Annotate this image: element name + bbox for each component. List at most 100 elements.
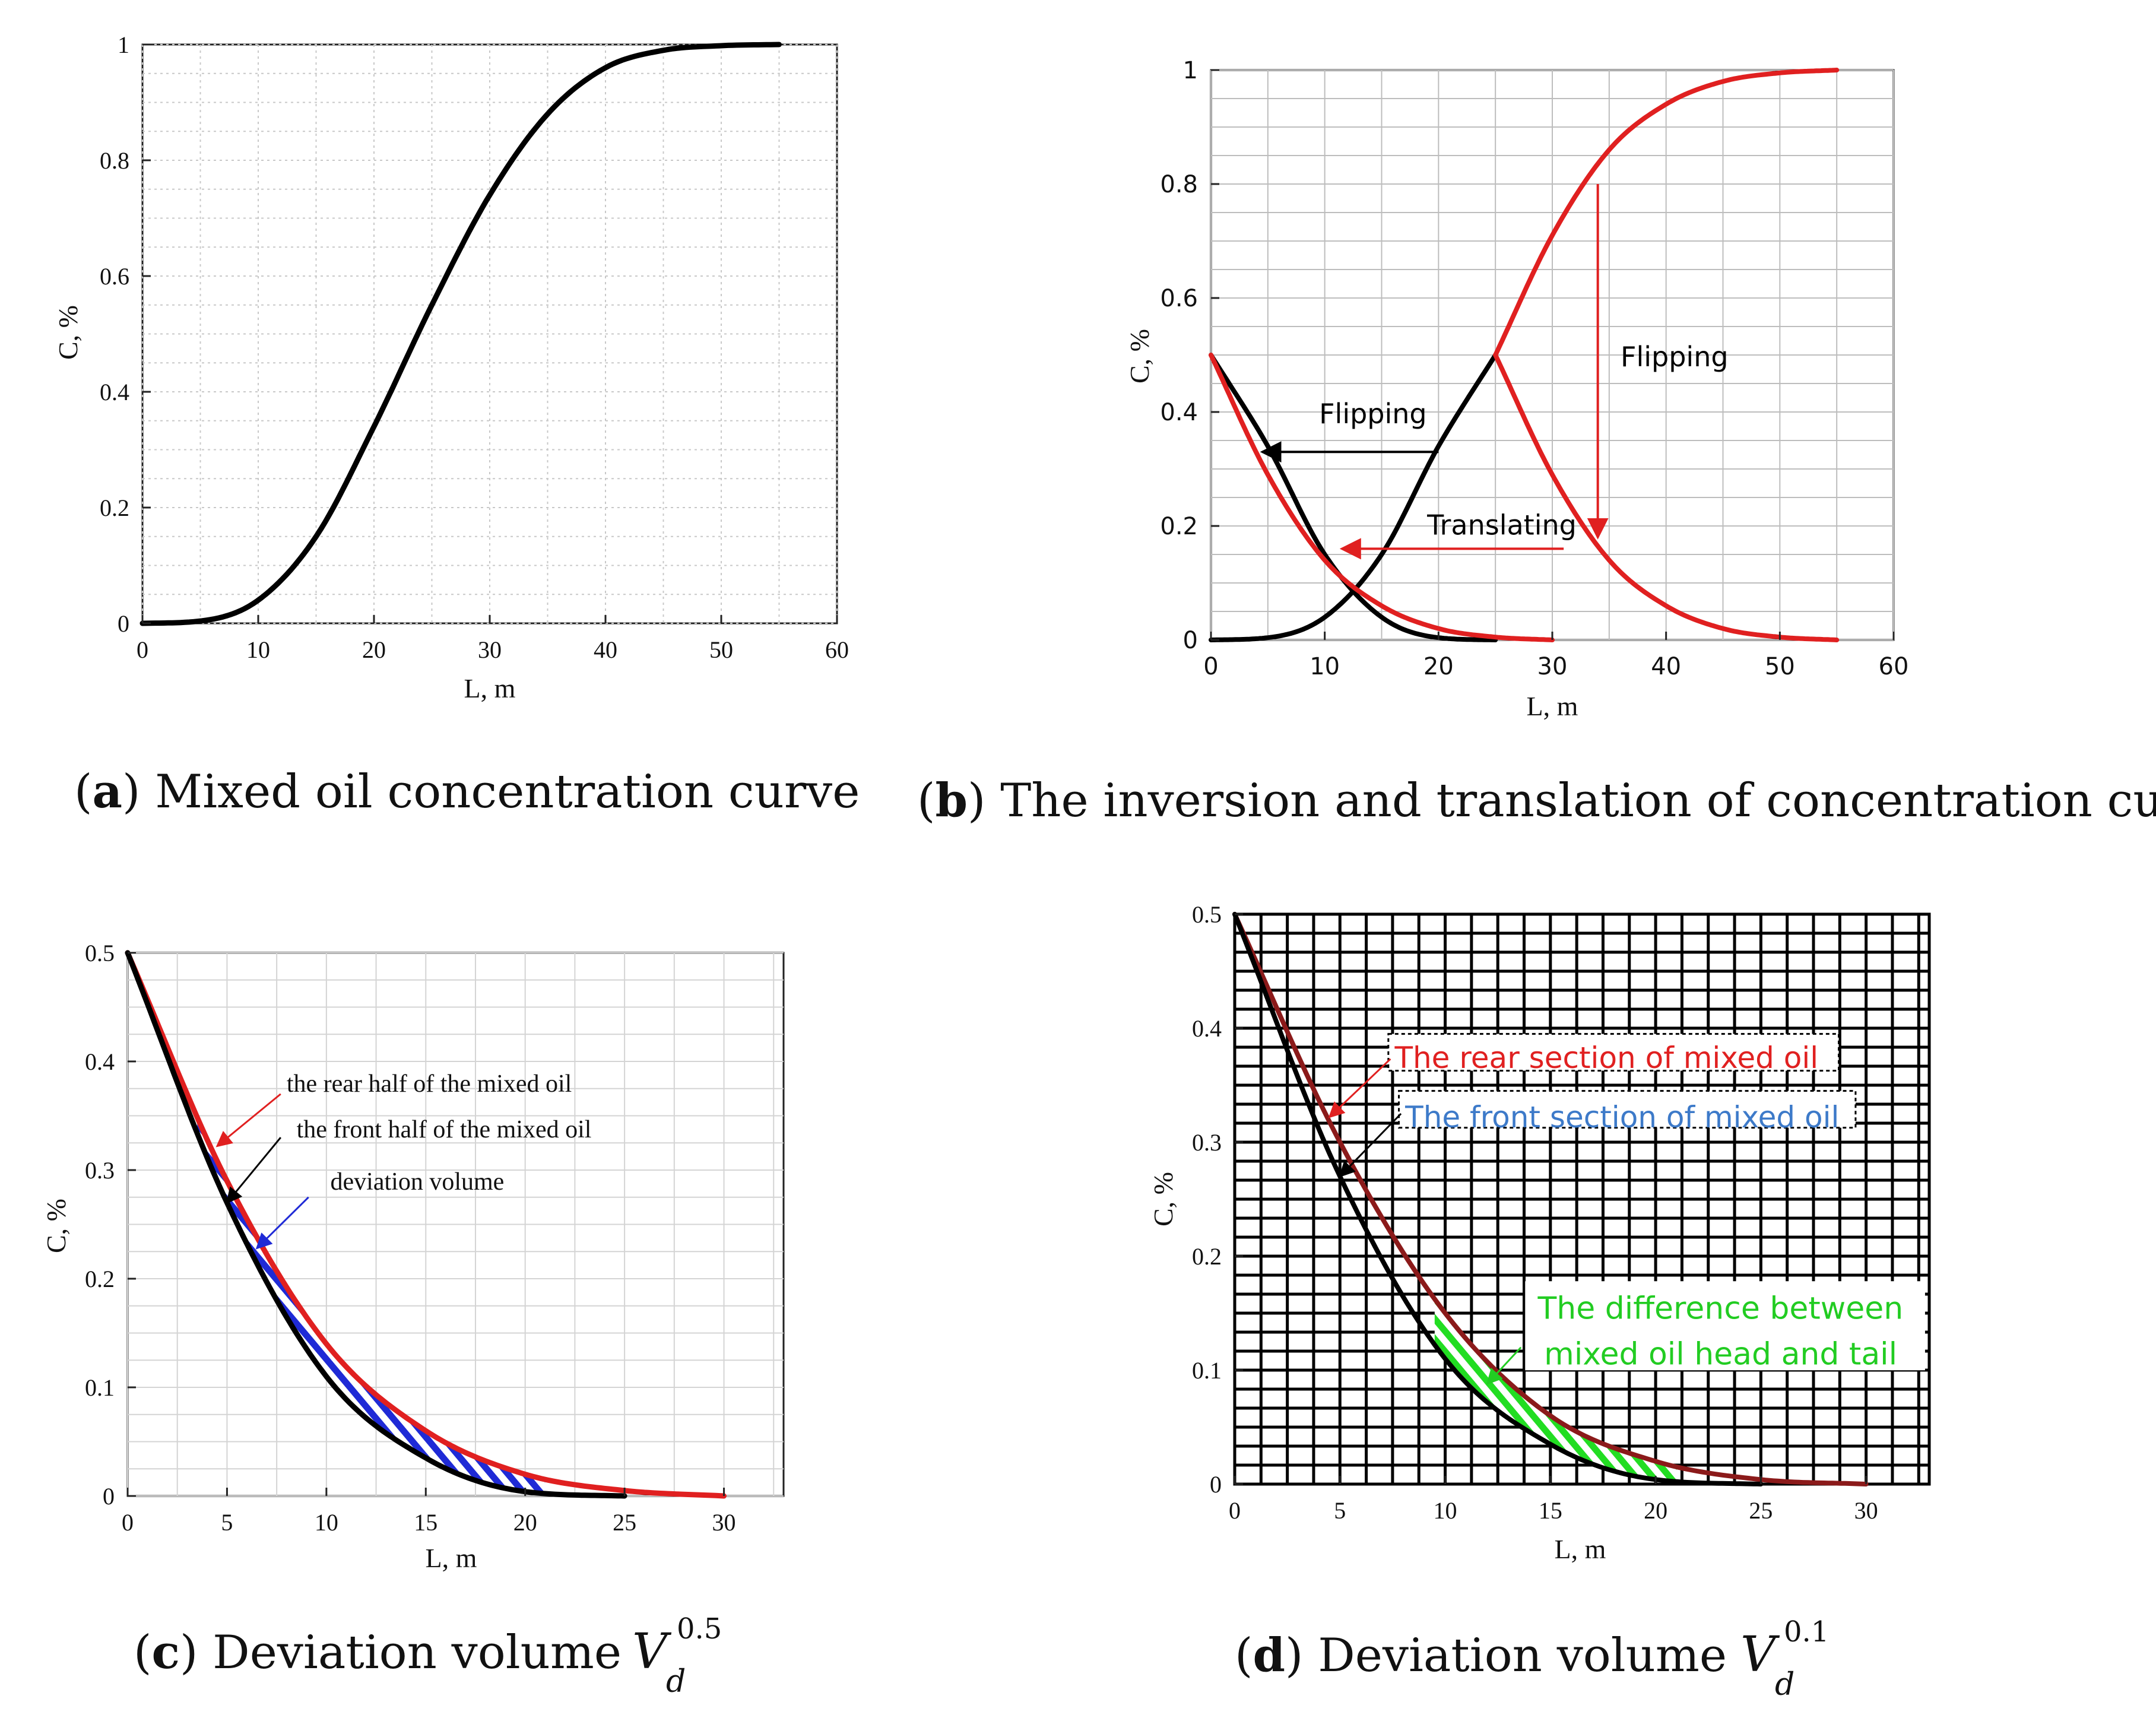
- x-tick-label: 10: [246, 636, 270, 663]
- y-tick-label: 0: [1183, 627, 1198, 654]
- ylabel-d: C, %: [1148, 1172, 1178, 1226]
- plot-b-marks: 0 10 20 30 40 50 60 0 0.2 0.4 0.6 0.8 1 Flipping Flipp…: [1160, 57, 1908, 680]
- x-tick-label: 50: [1765, 653, 1795, 680]
- x-tick-label: 60: [825, 636, 849, 663]
- annotation-arrow: [215, 1093, 281, 1148]
- panel-a: 0 10 20 30 40 50 60 0 0.2 0.4 0.6 0.8 1 L, m C, % (a…: [53, 31, 860, 819]
- xlabel-d: L, m: [1555, 1534, 1606, 1564]
- xlabel-c: L, m: [426, 1543, 477, 1573]
- annotation-box: [1398, 1090, 1857, 1129]
- caption-d-math-base: V: [1740, 1627, 1780, 1683]
- ylabel-b: C, %: [1124, 329, 1155, 383]
- series-line-the-front-section-of-mixed-oil: [1232, 912, 1764, 1486]
- annotation-arrow: [1328, 1058, 1391, 1118]
- series-line-front-half-flipped: [1209, 353, 1498, 642]
- annotation-arrow: [1339, 1112, 1402, 1178]
- xlabel-b: L, m: [1527, 691, 1578, 721]
- annotation-label: Flipping: [1621, 341, 1729, 373]
- x-tick-label: 40: [1651, 653, 1681, 680]
- y-tick-label: 0.1: [85, 1374, 115, 1401]
- deviation-area: [197, 1117, 546, 1494]
- x-tick-label: 25: [1749, 1497, 1773, 1524]
- x-tick-label: 5: [1334, 1497, 1346, 1524]
- caption-c-math-sub: d: [666, 1664, 686, 1700]
- x-tick-label: 10: [1310, 653, 1340, 680]
- x-tick-label: 20: [1423, 653, 1454, 680]
- x-tick-label: 10: [315, 1509, 338, 1536]
- x-tick-label: 60: [1879, 653, 1909, 680]
- y-tick-label: 1: [1183, 57, 1198, 84]
- caption-c-math-base: V: [632, 1624, 672, 1680]
- annotation-box: [1387, 1033, 1840, 1072]
- annotation-label: Translating: [1426, 509, 1577, 541]
- x-tick-label: 40: [594, 636, 617, 663]
- caption-c-math: V d 0.5: [632, 1612, 722, 1700]
- y-tick-label: 1: [118, 31, 129, 58]
- annotation-label: the rear half of the mixed oil: [287, 1070, 572, 1098]
- x-tick-label: 25: [613, 1509, 636, 1536]
- caption-c: (c) Deviation volume: [134, 1625, 622, 1679]
- annotation-arrow: [1486, 1346, 1522, 1386]
- y-tick-label: 0: [118, 610, 129, 637]
- plot-a-marks: 0 10 20 30 40 50 60 0 0.2 0.4 0.6 0.8 1: [100, 31, 849, 663]
- x-tick-label: 20: [513, 1509, 537, 1536]
- caption-c-math-sup: 0.5: [677, 1612, 722, 1646]
- panel-d: 0 5 10 15 20 25 30 0 0.1 0.2 0.3 0.4 0.5 The rear sec…: [1148, 901, 1931, 1703]
- x-tick-label: 30: [712, 1509, 736, 1536]
- plot-c-marks: 0 5 10 15 20 25 30 0 0.1 0.2 0.3 0.4 0.5 the rear hal…: [85, 940, 784, 1536]
- y-tick-label: 0.2: [1160, 513, 1198, 540]
- x-tick-label: 5: [221, 1509, 233, 1536]
- annotation-arrow: [226, 1137, 281, 1204]
- y-tick-label: 0.4: [100, 379, 129, 405]
- x-tick-label: 30: [1537, 653, 1568, 680]
- y-tick-label: 0.5: [85, 940, 115, 966]
- y-tick-label: 0.8: [1160, 171, 1198, 198]
- x-tick-label: 15: [414, 1509, 437, 1536]
- x-tick-label: 10: [1434, 1497, 1457, 1524]
- y-tick-label: 0: [103, 1483, 115, 1510]
- series-line-concentration: [139, 42, 782, 626]
- y-tick-label: 0.5: [1192, 901, 1222, 928]
- annotation-label: deviation volume: [331, 1168, 505, 1196]
- y-tick-label: 0.2: [100, 495, 129, 521]
- series-line-the-front-half-of-the-mixed-oil: [125, 950, 627, 1499]
- ylabel-c: C, %: [41, 1199, 71, 1253]
- x-tick-label: 20: [362, 636, 386, 663]
- annotation-label: The rear section of mixed oil: [1394, 1041, 1818, 1075]
- x-tick-label: 30: [1854, 1497, 1878, 1524]
- annotation-label: mixed oil head and tail: [1544, 1336, 1897, 1372]
- xlabel-a: L, m: [464, 673, 516, 703]
- annotation-label: The front section of mixed oil: [1404, 1100, 1839, 1134]
- y-tick-label: 0: [1210, 1471, 1222, 1498]
- annotation-box: [1525, 1281, 1925, 1371]
- panel-b: 0 10 20 30 40 50 60 0 0.2 0.4 0.6 0.8 1 Flipping Flipp…: [917, 57, 2156, 828]
- x-tick-label: 0: [1229, 1497, 1241, 1524]
- caption-b: (b) The inversion and translation of con…: [917, 774, 2156, 828]
- x-tick-label: 30: [478, 636, 502, 663]
- caption-d-math: V d 0.1: [1740, 1615, 1829, 1703]
- y-tick-label: 0.6: [1160, 285, 1198, 312]
- x-tick-label: 0: [1203, 653, 1218, 680]
- x-tick-label: 15: [1539, 1497, 1562, 1524]
- annotation-label: The difference between: [1537, 1291, 1904, 1327]
- annotation-arrow: [255, 1196, 309, 1250]
- caption-d: (d) Deviation volume: [1235, 1628, 1727, 1682]
- y-tick-label: 0.4: [1192, 1015, 1222, 1042]
- caption-a: (a) Mixed oil concentration curve: [74, 765, 860, 819]
- annotation-label: Flipping: [1319, 398, 1427, 430]
- y-tick-label: 0.4: [1160, 399, 1198, 426]
- panel-c: 0 5 10 15 20 25 30 0 0.1 0.2 0.3 0.4 0.5 the rear hal…: [41, 940, 785, 1700]
- y-tick-label: 0.3: [1192, 1129, 1222, 1156]
- x-tick-label: 0: [122, 1509, 134, 1536]
- x-tick-label: 50: [709, 636, 733, 663]
- y-tick-label: 0.8: [100, 147, 129, 174]
- caption-d-math-sub: d: [1775, 1667, 1794, 1703]
- ylabel-a: C, %: [53, 305, 83, 360]
- x-tick-label: 20: [1644, 1497, 1667, 1524]
- x-tick-label: 0: [137, 636, 148, 663]
- y-tick-label: 0.6: [100, 263, 129, 290]
- y-tick-label: 0.2: [85, 1266, 115, 1292]
- series-line-rear-half: [1493, 68, 1840, 357]
- plot-d-marks: 0 5 10 15 20 25 30 0 0.1 0.2 0.3 0.4 0.5 The rear sec…: [1192, 901, 1929, 1524]
